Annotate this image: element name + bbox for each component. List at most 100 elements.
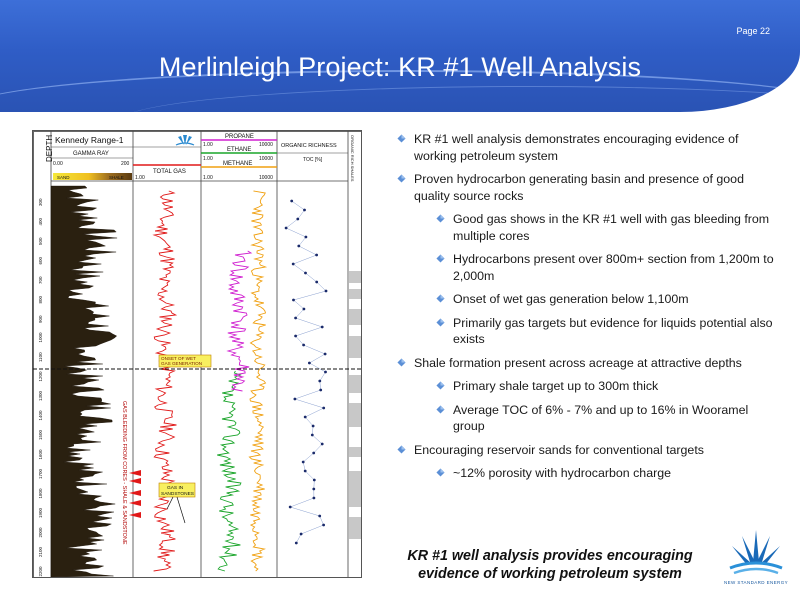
toc-point bbox=[291, 262, 295, 266]
toc-point bbox=[324, 289, 328, 293]
bullet-diamond-icon bbox=[436, 317, 445, 327]
total-gas-curve bbox=[152, 190, 178, 572]
bullet-text: Good gas shows in the KR #1 well with ga… bbox=[453, 212, 770, 243]
bullet-text: Encouraging reservoir sands for conventi… bbox=[414, 442, 704, 457]
bullet-list: KR #1 well analysis demonstrates encoura… bbox=[395, 131, 775, 489]
well-name: Kennedy Range-1 bbox=[55, 135, 124, 145]
toc-point bbox=[312, 487, 316, 491]
bullet-diamond-icon bbox=[397, 174, 406, 183]
small-logo-icon bbox=[175, 135, 195, 146]
ethane-label: ETHANE bbox=[227, 147, 251, 153]
organic-rich-shales-label: ORGANIC RICH SHALES bbox=[350, 135, 355, 182]
toc-point bbox=[304, 235, 308, 239]
sand-label: SAND bbox=[57, 175, 70, 180]
page-number: Page 22 bbox=[736, 26, 770, 36]
well-log-figure: DEPTH Kennedy Range-1 GAMMA RAY 0.00 200… bbox=[32, 130, 362, 578]
toc-point bbox=[294, 316, 297, 320]
gamma-ray-label: GAMMA RAY bbox=[73, 151, 109, 157]
depth-axis: 300 400 500 600 700 800 900 1000 1100 1200 1300 140… bbox=[38, 198, 43, 577]
depth-tick-label: 700 bbox=[38, 276, 43, 284]
toc-point bbox=[304, 271, 307, 275]
toc-point bbox=[303, 415, 307, 419]
ethane-scale-min: 1.00 bbox=[203, 156, 213, 162]
methane-curve bbox=[248, 190, 268, 572]
bullet-text: Proven hydrocarbon generating basin and … bbox=[414, 172, 744, 203]
propane-label: PROPANE bbox=[225, 134, 254, 140]
bullet-item: KR #1 well analysis demonstrates encoura… bbox=[395, 131, 775, 164]
bullet-diamond-icon bbox=[436, 381, 445, 390]
depth-tick-label: 1800 bbox=[38, 488, 43, 499]
bullet-text: ~12% porosity with hydrocarbon charge bbox=[453, 466, 671, 480]
gamma-max: 200 bbox=[121, 161, 130, 167]
bullet-item: Primary shale target up to 300m thick bbox=[395, 378, 775, 395]
toc-point bbox=[312, 478, 316, 482]
propane-scale-min: 1.00 bbox=[203, 142, 213, 148]
toc-point bbox=[320, 442, 324, 446]
toc-point bbox=[319, 388, 323, 392]
toc-point bbox=[312, 451, 316, 455]
conclusion-line1: KR #1 well analysis provides encouraging bbox=[407, 548, 693, 564]
total-gas-label: TOTAL GAS bbox=[153, 169, 186, 175]
toc-points bbox=[284, 199, 328, 545]
bullet-diamond-icon bbox=[397, 444, 406, 454]
title-banner: Page 22 Merlinleigh Project: KR #1 Well … bbox=[0, 0, 800, 112]
ethane-scale-max: 10000 bbox=[259, 156, 273, 162]
onset-label-box bbox=[158, 354, 212, 368]
toc-point bbox=[302, 343, 305, 347]
depth-tick-label: 1300 bbox=[38, 390, 43, 401]
toc-point bbox=[293, 397, 297, 401]
onset-label-line2: GAS GENERATION bbox=[161, 361, 202, 366]
toc-point bbox=[320, 325, 324, 329]
depth-tick-label: 500 bbox=[38, 237, 43, 245]
shale-label: SHALE bbox=[109, 175, 124, 180]
depth-tick-label: 300 bbox=[38, 198, 43, 206]
slide-title: Merlinleigh Project: KR #1 Well Analysis bbox=[158, 52, 642, 82]
toc-point bbox=[288, 505, 292, 509]
toc-point bbox=[318, 514, 322, 518]
bullet-diamond-icon bbox=[436, 294, 445, 303]
bullet-text: Onset of wet gas generation below 1,100m bbox=[453, 292, 689, 306]
depth-tick-label: 900 bbox=[38, 315, 43, 323]
toc-point bbox=[318, 379, 322, 383]
methane-scale-min: 1.00 bbox=[203, 175, 213, 181]
toc-point bbox=[302, 307, 306, 311]
depth-tick-label: 1400 bbox=[38, 410, 43, 421]
shale-blocks bbox=[349, 271, 361, 539]
bullet-diamond-icon bbox=[436, 404, 445, 414]
depth-tick-label: 1000 bbox=[38, 332, 43, 343]
toc-point bbox=[303, 208, 306, 212]
bullet-diamond-icon bbox=[436, 254, 445, 263]
bullet-item: Shale formation present across acreage a… bbox=[395, 355, 775, 372]
total-gas-min: 1.00 bbox=[135, 175, 145, 181]
gas-in-line1: GAS IN bbox=[167, 485, 184, 491]
toc-point bbox=[301, 460, 305, 464]
toc-label: TOC [%] bbox=[303, 157, 323, 163]
toc-point bbox=[308, 361, 311, 365]
depth-tick-label: 1900 bbox=[38, 507, 43, 518]
toc-point bbox=[297, 244, 301, 248]
organic-richness-label: ORGANIC RICHNESS bbox=[281, 143, 337, 149]
bullet-text: Average TOC of 6% - 7% and up to 16% in … bbox=[453, 402, 749, 434]
depth-tick-label: 1100 bbox=[38, 352, 43, 362]
ethane-curve bbox=[217, 370, 242, 572]
company-logo-icon bbox=[729, 530, 783, 575]
depth-tick-label: 800 bbox=[38, 295, 43, 303]
propane-scale-max: 10000 bbox=[259, 142, 273, 148]
depth-tick-label: 2200 bbox=[38, 566, 43, 577]
onset-label-line1: ONSET OF WET bbox=[161, 356, 196, 361]
toc-point bbox=[294, 334, 297, 338]
bullet-text: Primarily gas targets but evidence for l… bbox=[453, 315, 773, 347]
toc-point bbox=[312, 496, 316, 500]
banner-wave bbox=[120, 86, 800, 112]
conclusion-text: KR #1 well analysis provides encouraging… bbox=[370, 547, 730, 583]
bullet-text: KR #1 well analysis demonstrates encoura… bbox=[414, 132, 739, 163]
methane-label: METHANE bbox=[223, 161, 252, 167]
toc-point bbox=[296, 217, 300, 221]
bullet-text: Primary shale target up to 300m thick bbox=[453, 379, 659, 393]
conclusion-line2: evidence of working petroleum system bbox=[418, 566, 682, 582]
bullet-diamond-icon bbox=[436, 214, 445, 223]
depth-tick-label: 2100 bbox=[38, 546, 43, 557]
gas-arrows bbox=[129, 470, 141, 518]
depth-label: DEPTH bbox=[45, 135, 54, 162]
depth-tick-label: 1200 bbox=[38, 371, 43, 382]
